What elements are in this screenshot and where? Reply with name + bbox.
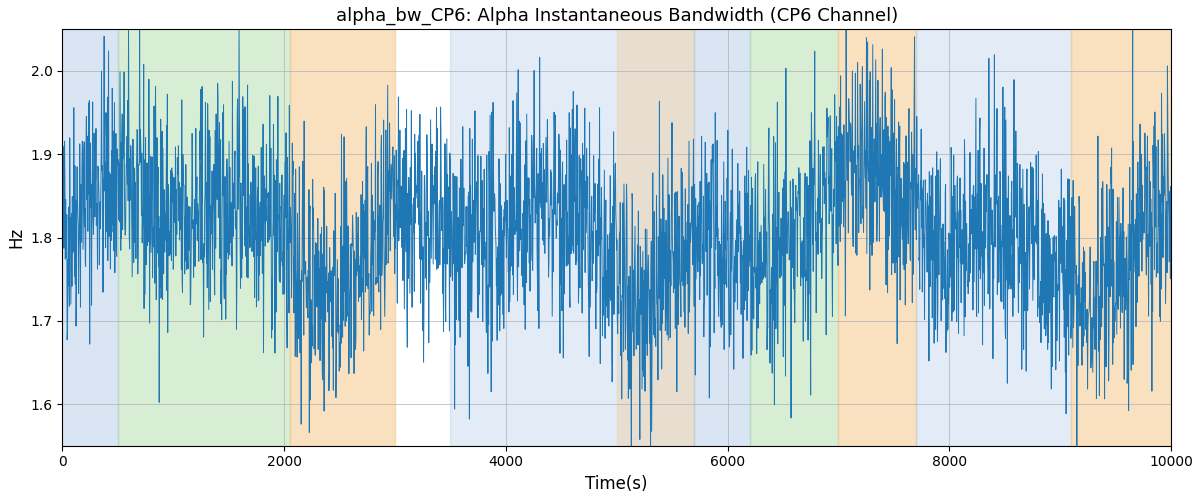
X-axis label: Time(s): Time(s) (586, 475, 648, 493)
Bar (62, 30, 118, 446)
Bar (450, 30, 695, 446)
Bar (695, 30, 750, 446)
Bar (118, 30, 289, 446)
Title: alpha_bw_CP6: Alpha Instantaneous Bandwidth (CP6 Channel): alpha_bw_CP6: Alpha Instantaneous Bandwi… (336, 7, 898, 25)
Y-axis label: Hz: Hz (7, 227, 25, 248)
Bar (289, 30, 395, 446)
Bar (1072, 30, 1171, 446)
Bar (750, 30, 839, 446)
Bar (617, 30, 695, 446)
Bar (839, 30, 916, 446)
Bar (916, 30, 1072, 446)
